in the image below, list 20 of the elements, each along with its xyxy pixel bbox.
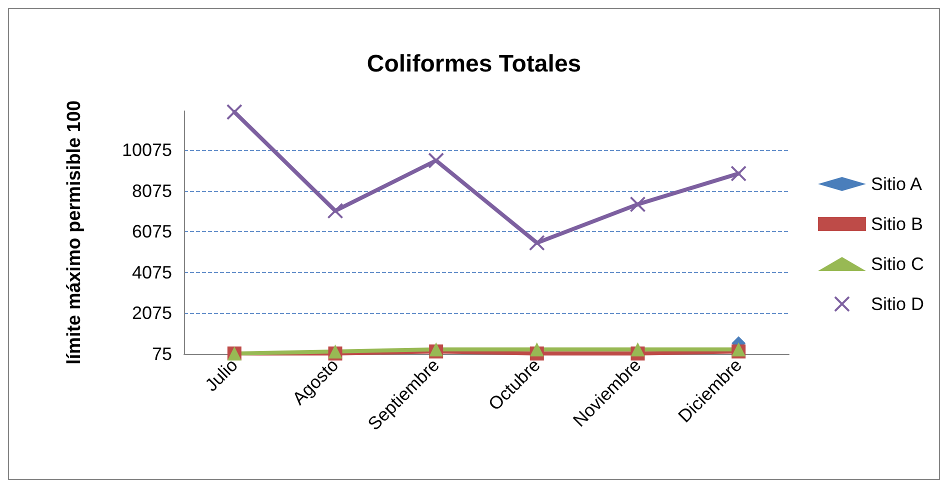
chart-title: Coliformes Totales xyxy=(366,50,582,78)
point xyxy=(630,342,645,356)
point xyxy=(327,202,344,219)
y-tick-label: 8075 xyxy=(132,180,172,201)
y-tick-label: 6075 xyxy=(132,222,172,242)
legend-label: Sitio A xyxy=(870,174,922,194)
point xyxy=(226,104,242,120)
legend-label: Sitio B xyxy=(870,214,924,234)
point xyxy=(428,152,444,169)
point xyxy=(528,234,545,251)
y-axis-title: límite máximo permisible 100 xyxy=(64,100,85,365)
y-tick-label: 4075 xyxy=(132,262,172,282)
legend-label: Sitio D xyxy=(870,294,924,314)
y-tick-label: 75 xyxy=(152,344,172,364)
point xyxy=(530,342,544,356)
x-tick-label: Julio xyxy=(201,354,242,396)
legend-label: Sitio C xyxy=(870,254,924,274)
y-tick-label: 2075 xyxy=(132,303,172,324)
y-tick-label: 10075 xyxy=(122,140,172,160)
point xyxy=(730,166,747,182)
